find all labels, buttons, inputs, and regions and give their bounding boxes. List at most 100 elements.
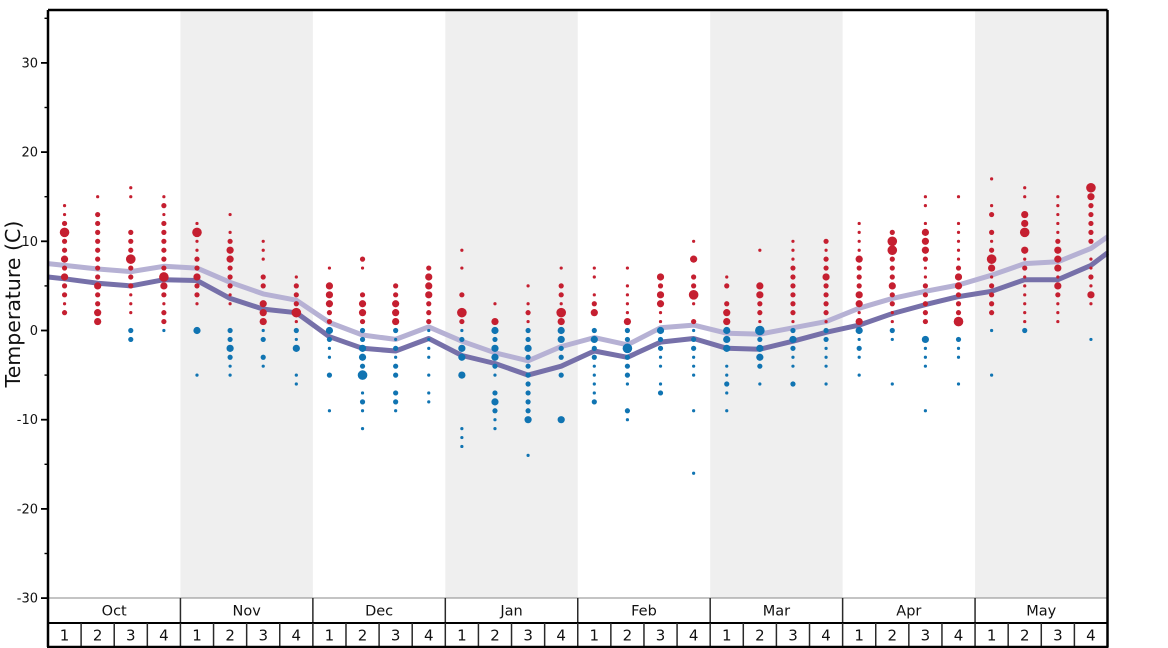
warm-temp-dot [1088, 220, 1094, 227]
cold-temp-dot [557, 416, 565, 424]
cold-temp-dot [790, 327, 796, 334]
warm-temp-dot [922, 301, 928, 307]
cold-temp-dot [193, 326, 201, 335]
cold-temp-dot [590, 335, 598, 344]
cold-temp-dot [692, 364, 696, 368]
warm-temp-dot [359, 292, 366, 298]
warm-temp-dot [1054, 264, 1062, 272]
cold-temp-dot [622, 343, 633, 354]
warm-temp-dot [226, 255, 234, 263]
cold-temp-dot [227, 354, 233, 360]
warm-temp-dot [1089, 257, 1093, 261]
warm-temp-dot [625, 311, 630, 315]
month-label: Oct [102, 604, 127, 620]
cold-temp-dot [624, 408, 631, 414]
cold-temp-dot [458, 353, 466, 361]
warm-temp-dot [989, 292, 995, 298]
cold-temp-dot [956, 355, 961, 359]
warm-temp-dot [358, 300, 367, 308]
warm-temp-dot [291, 307, 302, 318]
cold-temp-dot [1022, 327, 1028, 334]
warm-temp-dot [294, 319, 298, 324]
warm-temp-dot [822, 273, 830, 281]
warm-temp-dot [1023, 257, 1027, 261]
warm-temp-dot [194, 292, 200, 298]
warm-temp-dot [790, 292, 796, 298]
warm-temp-dot [128, 265, 134, 271]
cold-temp-dot [195, 373, 199, 377]
warm-temp-dot [559, 266, 563, 270]
cold-temp-dot [458, 371, 466, 379]
warm-temp-dot [1056, 319, 1060, 324]
warm-temp-dot [692, 239, 696, 243]
cold-temp-dot [427, 346, 431, 350]
warm-temp-dot [1087, 291, 1095, 299]
cold-temp-dot [592, 391, 596, 395]
warm-temp-dot [228, 212, 232, 217]
cold-temp-dot [692, 409, 696, 413]
warm-temp-dot [95, 292, 101, 298]
warm-temp-dot [790, 274, 796, 280]
warm-temp-dot [459, 318, 465, 325]
cold-temp-dot [227, 327, 233, 334]
warm-temp-dot [1087, 193, 1095, 201]
cold-temp-dot [890, 382, 894, 386]
y-tick-label: 0 [30, 324, 38, 339]
month-label: Nov [233, 604, 262, 620]
cold-temp-dot [427, 373, 431, 377]
warm-temp-dot [823, 292, 829, 298]
warm-temp-dot [691, 318, 697, 325]
warm-temp-dot [823, 265, 829, 271]
week-label: 2 [623, 627, 633, 645]
warm-temp-dot [1086, 182, 1096, 193]
warm-temp-dot [953, 316, 964, 327]
cold-temp-dot [824, 355, 828, 359]
warm-temp-dot [923, 221, 927, 226]
cold-temp-dot [824, 382, 828, 386]
warm-temp-dot [95, 247, 101, 253]
cold-temp-dot [724, 381, 730, 387]
warm-temp-dot [1023, 302, 1027, 306]
cold-temp-dot [656, 326, 665, 335]
week-label: 4 [954, 627, 964, 645]
cold-temp-dot [657, 390, 664, 396]
warm-temp-dot [161, 318, 167, 325]
warm-temp-dot [856, 274, 862, 280]
warm-temp-dot [724, 283, 730, 289]
warm-temp-dot [195, 221, 199, 226]
warm-temp-dot [823, 310, 829, 316]
y-tick-label: 30 [21, 56, 38, 71]
cold-temp-dot [558, 372, 564, 378]
cold-temp-dot [292, 344, 300, 352]
week-label: 1 [325, 627, 335, 645]
cold-temp-dot [327, 346, 332, 350]
cold-temp-dot [525, 381, 531, 387]
week-label: 3 [126, 627, 136, 645]
warm-temp-dot [294, 275, 298, 279]
warm-temp-dot [1023, 195, 1027, 199]
warm-temp-dot [824, 248, 828, 252]
upper-average-line [47, 234, 1109, 364]
warm-temp-dot [193, 273, 201, 281]
cold-temp-dot [128, 327, 134, 334]
warm-temp-dot [359, 256, 366, 262]
cold-temp-dot [591, 399, 597, 405]
warm-temp-dot [1023, 319, 1027, 324]
month-shading-band [710, 10, 843, 598]
warm-temp-dot [889, 265, 895, 271]
month-shading-band [445, 10, 578, 598]
warm-temp-dot [923, 266, 927, 270]
warm-temp-dot [161, 238, 167, 244]
warm-temp-dot [161, 256, 167, 262]
warm-temp-dot [857, 248, 861, 252]
cold-temp-dot [491, 398, 499, 406]
month-shading-band [975, 10, 1108, 598]
warm-temp-dot [261, 257, 265, 261]
warm-temp-dot [459, 292, 465, 298]
cold-temp-dot [692, 471, 696, 475]
cold-temp-dot [427, 391, 431, 395]
warm-temp-dot [1088, 211, 1094, 218]
cold-temp-dot [990, 328, 994, 333]
cold-temp-dot [558, 354, 564, 360]
